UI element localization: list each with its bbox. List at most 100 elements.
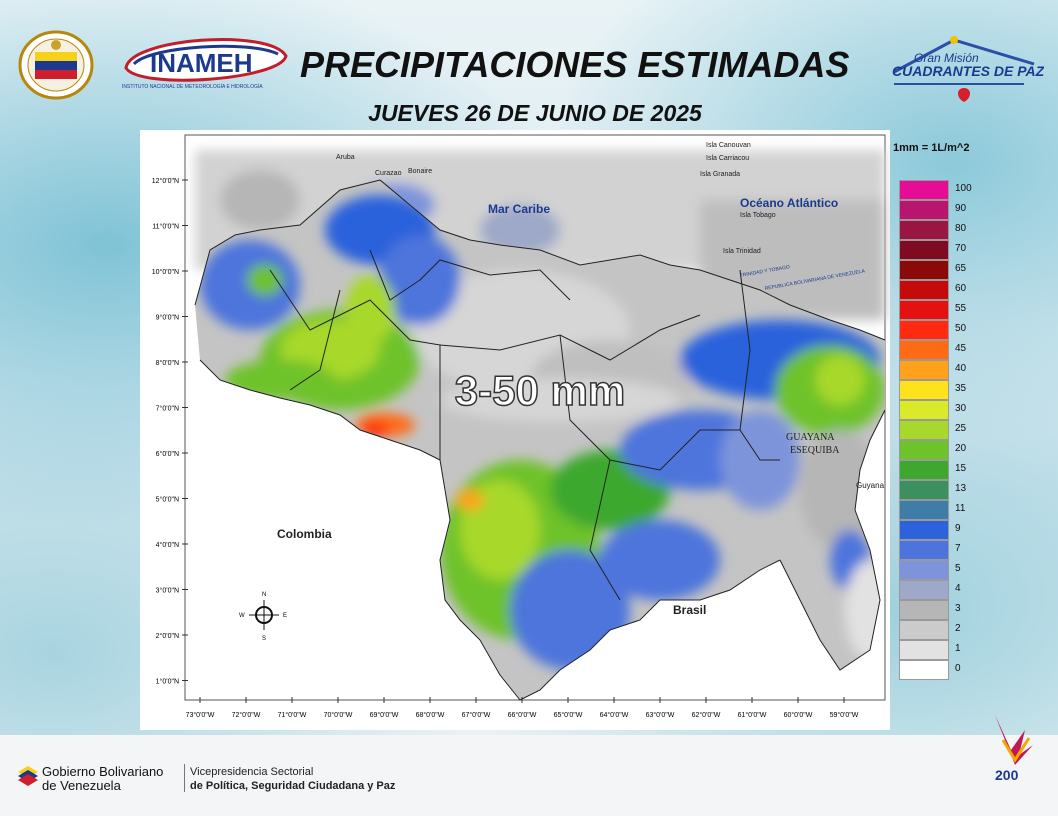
legend-swatch bbox=[899, 280, 949, 300]
legend-swatch bbox=[899, 420, 949, 440]
legend-label: 100 bbox=[955, 183, 972, 194]
lon-tick-label: 70°0'0"W bbox=[324, 711, 353, 719]
lon-tick-label: 71°0'0"W bbox=[278, 711, 307, 719]
legend-swatch bbox=[899, 540, 949, 560]
label-guayana: GUAYANA bbox=[786, 432, 835, 443]
lat-tick-label: 4°0'0"N bbox=[156, 541, 179, 549]
bicentennial-number: 200 bbox=[995, 767, 1019, 783]
legend-label: 3 bbox=[955, 603, 961, 614]
legend-label: 35 bbox=[955, 383, 967, 394]
label-oceano-atlantico: Océano Atlántico bbox=[740, 196, 838, 210]
legend-label: 13 bbox=[955, 483, 967, 494]
legend-label: 5 bbox=[955, 563, 961, 574]
lon-tick-label: 72°0'0"W bbox=[232, 711, 261, 719]
legend-swatch bbox=[899, 300, 949, 320]
precipitation-range-label: 3-50 mm bbox=[455, 367, 625, 414]
legend-label: 0 bbox=[955, 663, 961, 674]
ministry-seal-logo bbox=[18, 30, 94, 100]
label-colombia: Colombia bbox=[277, 527, 332, 541]
page-title: PRECIPITACIONES ESTIMADAS bbox=[300, 44, 850, 85]
legend-swatch bbox=[899, 320, 949, 340]
legend-label: 60 bbox=[955, 283, 967, 294]
legend-swatch bbox=[899, 400, 949, 420]
legend-label: 45 bbox=[955, 343, 967, 354]
legend-swatch bbox=[899, 600, 949, 620]
legend-swatch bbox=[899, 620, 949, 640]
lon-tick-label: 67°0'0"W bbox=[462, 711, 491, 719]
vicepresidencia-line2: de Política, Seguridad Ciudadana y Paz bbox=[190, 780, 396, 792]
legend-swatch bbox=[899, 640, 949, 660]
legend-label: 11 bbox=[955, 503, 966, 514]
legend-swatch bbox=[899, 220, 949, 240]
label-isla-trinidad: Isla Trinidad bbox=[723, 248, 761, 255]
gobierno-line1: Gobierno Bolivariano bbox=[42, 764, 163, 779]
label-curazao: Curazao bbox=[375, 170, 402, 177]
page-date: JUEVES 26 DE JUNIO DE 2025 bbox=[368, 100, 702, 126]
legend-label: 20 bbox=[955, 443, 967, 454]
lat-tick-label: 10°0'0"N bbox=[152, 268, 179, 276]
bicentennial-logo: 200 bbox=[995, 715, 1033, 783]
longitude-axis: 73°0'0"W 72°0'0"W 71°0'0"W 70°0'0"W 69°0'0"W… bbox=[186, 697, 859, 719]
label-guyana: Guyana bbox=[856, 481, 885, 490]
legend-label: 9 bbox=[955, 523, 961, 534]
label-aruba: Aruba bbox=[336, 154, 355, 161]
legend-swatch bbox=[899, 440, 949, 460]
inameh-logo-text: INAMEH bbox=[150, 48, 253, 78]
legend-label: 65 bbox=[955, 263, 967, 274]
lon-tick-label: 63°0'0"W bbox=[646, 711, 675, 719]
legend-swatch bbox=[899, 460, 949, 480]
legend-swatch bbox=[899, 480, 949, 500]
legend-label: 7 bbox=[955, 543, 961, 554]
legend-swatch bbox=[899, 180, 949, 200]
legend-swatch bbox=[899, 660, 949, 680]
lat-tick-label: 7°0'0"N bbox=[156, 405, 179, 413]
lon-tick-label: 60°0'0"W bbox=[784, 711, 813, 719]
legend-label: 15 bbox=[955, 463, 967, 474]
lat-tick-label: 2°0'0"N bbox=[156, 632, 179, 640]
compass-w: W bbox=[239, 613, 245, 619]
lat-tick-label: 12°0'0"N bbox=[152, 177, 179, 185]
legend-swatch bbox=[899, 500, 949, 520]
legend-swatch bbox=[899, 580, 949, 600]
label-brasil: Brasil bbox=[673, 603, 706, 617]
label-isla-tobago: Isla Tobago bbox=[740, 212, 776, 219]
footer-band bbox=[0, 735, 1058, 816]
lon-tick-label: 69°0'0"W bbox=[370, 711, 399, 719]
lon-tick-label: 66°0'0"W bbox=[508, 711, 537, 719]
legend-label: 55 bbox=[955, 303, 967, 314]
lat-tick-label: 6°0'0"N bbox=[156, 450, 179, 458]
label-isla-granada: Isla Granada bbox=[700, 171, 740, 178]
lat-tick-label: 9°0'0"N bbox=[156, 314, 179, 322]
compass-s: S bbox=[262, 636, 266, 642]
legend-swatch bbox=[899, 340, 949, 360]
lon-tick-label: 68°0'0"W bbox=[416, 711, 445, 719]
lon-tick-label: 62°0'0"W bbox=[692, 711, 721, 719]
legend-label: 1 bbox=[955, 643, 961, 654]
lon-tick-label: 65°0'0"W bbox=[554, 711, 583, 719]
lon-tick-label: 61°0'0"W bbox=[738, 711, 767, 719]
legend-label: 70 bbox=[955, 243, 967, 254]
label-esequiba: ESEQUIBA bbox=[790, 445, 840, 456]
legend-swatch bbox=[899, 200, 949, 220]
legend-label: 4 bbox=[955, 583, 961, 594]
precipitation-map: 12°0'0"N 11°0'0"N 10°0'0"N 9°0'0"N 8°0'0"N 7°… bbox=[140, 130, 890, 730]
lat-tick-label: 3°0'0"N bbox=[156, 587, 179, 595]
legend-label: 80 bbox=[955, 223, 967, 234]
label-bonaire: Bonaire bbox=[408, 168, 432, 175]
gobierno-bolivariano-logo: Gobierno Bolivariano de Venezuela bbox=[18, 764, 163, 792]
label-isla-carriacou: Isla Carriacou bbox=[706, 155, 749, 162]
footer-separator bbox=[184, 764, 185, 792]
legend-label: 25 bbox=[955, 423, 967, 434]
legend-swatch bbox=[899, 560, 949, 580]
compass-rose-icon: N S E W bbox=[239, 592, 287, 642]
lat-tick-label: 8°0'0"N bbox=[156, 359, 179, 367]
legend-label: 40 bbox=[955, 363, 967, 374]
legend-label: 30 bbox=[955, 403, 967, 414]
legend-unit: 1mm = 1L/m^2 bbox=[893, 142, 970, 154]
label-isla-canouvan: Isla Canouvan bbox=[706, 142, 751, 149]
vicepresidencia-line1: Vicepresidencia Sectorial bbox=[190, 766, 314, 778]
cuadrantes-line2: CUADRANTES DE PAZ bbox=[892, 63, 1044, 79]
cuadrantes-de-paz-logo: Gran Misión CUADRANTES DE PAZ bbox=[892, 36, 1044, 102]
legend-swatch bbox=[899, 360, 949, 380]
lon-tick-label: 73°0'0"W bbox=[186, 711, 215, 719]
